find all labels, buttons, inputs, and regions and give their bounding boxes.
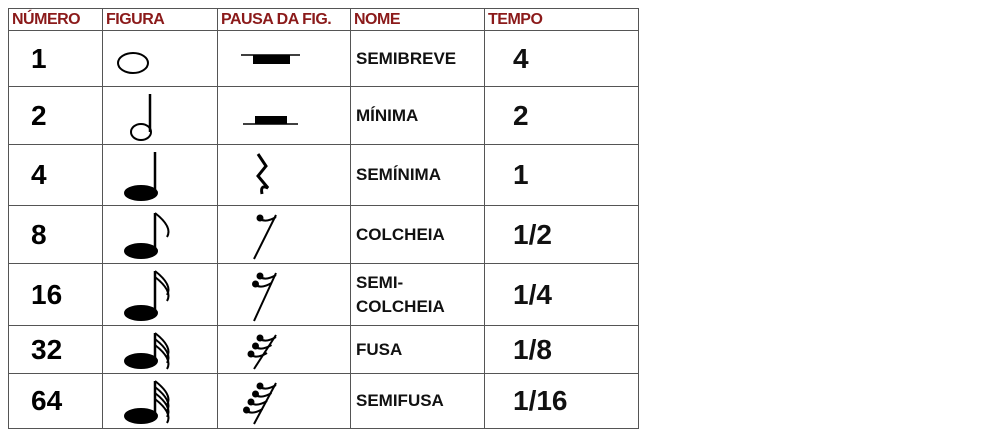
seminima-note-icon [102,144,218,206]
nome-cell: SEMIBREVE [350,30,485,87]
nome-text: SEMIBREVE [356,48,457,68]
tempo-cell: 1/2 [484,205,639,264]
semicolcheia-note-icon [102,263,218,326]
numero-cell: 64 [8,373,103,429]
semibreve-note-icon [102,30,218,87]
nome-cell: MÍNIMA [350,86,485,145]
nome-cell: COLCHEIA [350,205,485,264]
minima-note-icon [102,86,218,145]
tempo-cell: 1/8 [484,325,639,374]
semifusa-note-icon [102,373,218,429]
table-row: 32 FUSA 1/8 [8,325,639,374]
semifusa-rest-icon [217,373,351,429]
tempo-cell: 1 [484,144,639,206]
nome-text: SEMÍNIMA [356,165,441,184]
numero-cell: 2 [8,86,103,145]
numero-cell: 1 [8,30,103,87]
numero-cell: 4 [8,144,103,206]
table-row: 16 SEMI- COLCHEIA 1/4 [8,263,639,326]
header-figura: FIGURA [102,8,218,31]
nome-cell: SEMIFUSA [350,373,485,429]
nome-cell: FUSA [350,325,485,374]
fusa-note-icon [102,325,218,374]
semicolcheia-rest-icon [217,263,351,326]
semibreve-rest-icon [217,30,351,87]
tempo-cell: 1/4 [484,263,639,326]
nome-text: FUSA [356,339,403,359]
colcheia-rest-icon [217,205,351,264]
header-tempo: TEMPO [484,8,639,31]
header-pausa: PAUSA DA FIG. [217,8,351,31]
music-figures-table: NÚMERO FIGURA PAUSA DA FIG. NOME TEMPO 1… [8,8,639,429]
tempo-cell: 1/16 [484,373,639,429]
header-nome: NOME [350,8,485,31]
table-row: 2 MÍNIMA 2 [8,86,639,145]
numero-cell: 16 [8,263,103,326]
header-row: NÚMERO FIGURA PAUSA DA FIG. NOME TEMPO [8,8,639,31]
nome-text: SEMIFUSA [356,391,444,410]
nome-text: MÍNIMA [356,105,419,125]
numero-cell: 32 [8,325,103,374]
nome-cell: SEMÍNIMA [350,144,485,206]
fusa-rest-icon [217,325,351,374]
tempo-cell: 2 [484,86,639,145]
table-row: 64 SEMIFUSA 1/16 [8,373,639,429]
numero-cell: 8 [8,205,103,264]
nome-cell: SEMI- COLCHEIA [350,263,485,326]
nome-text: COLCHEIA [356,224,445,244]
header-numero: NÚMERO [8,8,103,31]
minima-rest-icon [217,86,351,145]
table-row: 1 SEMIBREVE 4 [8,30,639,87]
colcheia-note-icon [102,205,218,264]
nome-text: SEMI- COLCHEIA [356,272,445,316]
table-row: 4 SEMÍNIMA 1 [8,144,639,206]
seminima-rest-icon [217,144,351,206]
tempo-cell: 4 [484,30,639,87]
table-row: 8 COLCHEIA 1/2 [8,205,639,264]
